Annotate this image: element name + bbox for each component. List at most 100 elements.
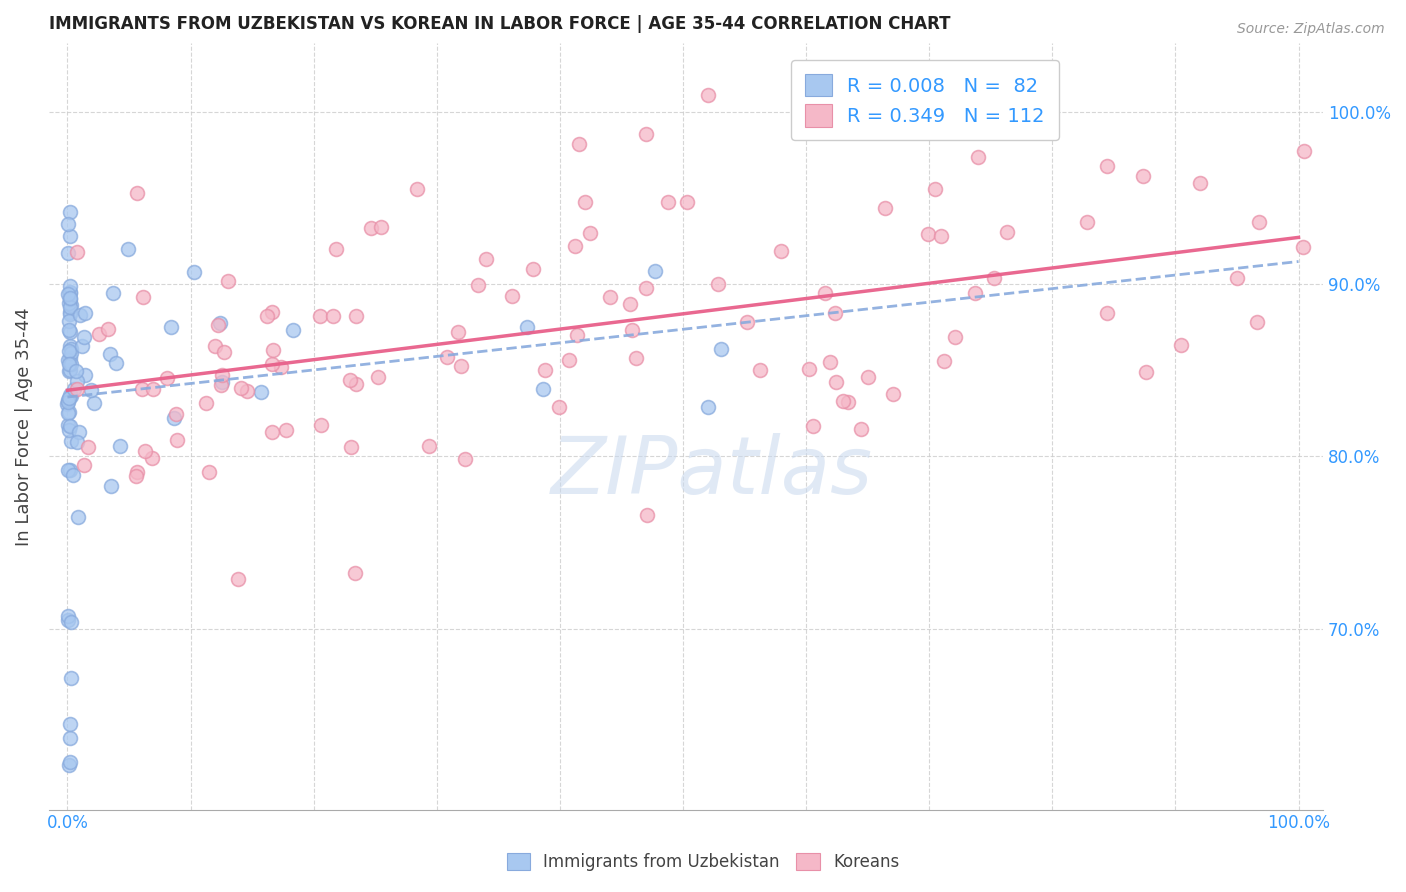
Point — [59, 462, 82, 476]
Point — [211, 368, 233, 383]
Point — [231, 381, 253, 395]
Point — [322, 309, 344, 323]
Point — [1132, 169, 1154, 184]
Point — [59, 300, 82, 314]
Point — [195, 396, 218, 410]
Point — [620, 322, 643, 336]
Point — [339, 374, 361, 388]
Point — [574, 195, 596, 210]
Point — [58, 395, 80, 409]
Point — [636, 508, 658, 523]
Point — [820, 354, 842, 368]
Point — [103, 286, 125, 301]
Text: Source: ZipAtlas.com: Source: ZipAtlas.com — [1237, 22, 1385, 37]
Point — [100, 479, 122, 493]
Point — [56, 463, 79, 477]
Point — [59, 389, 82, 403]
Point — [516, 319, 538, 334]
Point — [644, 263, 666, 277]
Point — [340, 440, 363, 454]
Point — [104, 356, 127, 370]
Point — [132, 290, 155, 304]
Point — [446, 325, 468, 339]
Point — [370, 219, 392, 234]
Point — [262, 357, 284, 371]
Point — [204, 339, 226, 353]
Point — [274, 423, 297, 437]
Point — [917, 227, 939, 242]
Point — [344, 310, 367, 324]
Point — [256, 309, 278, 323]
Point — [344, 377, 367, 392]
Point — [450, 359, 472, 374]
Point — [59, 339, 82, 353]
Point — [209, 317, 232, 331]
Point — [217, 274, 239, 288]
Point — [707, 277, 730, 291]
Point — [59, 279, 82, 293]
Point — [270, 359, 292, 374]
Point — [1095, 306, 1118, 320]
Point — [983, 271, 1005, 285]
Point — [58, 404, 80, 418]
Point — [163, 411, 186, 425]
Point — [1292, 240, 1315, 254]
Point — [769, 244, 792, 259]
Point — [1246, 315, 1268, 329]
Point — [56, 287, 79, 301]
Point — [67, 425, 90, 439]
Point — [501, 289, 523, 303]
Point — [475, 252, 498, 266]
Point — [59, 418, 82, 433]
Point — [1247, 214, 1270, 228]
Point — [59, 291, 82, 305]
Point — [929, 229, 952, 244]
Point — [56, 406, 79, 420]
Point — [453, 451, 475, 466]
Point — [125, 469, 148, 483]
Point — [522, 261, 544, 276]
Point — [226, 573, 249, 587]
Point — [67, 509, 90, 524]
Point — [262, 343, 284, 358]
Point — [156, 371, 179, 385]
Point — [87, 327, 110, 342]
Point — [634, 281, 657, 295]
Point — [77, 440, 100, 454]
Point — [749, 363, 772, 377]
Point — [531, 382, 554, 396]
Point — [134, 444, 156, 458]
Point — [710, 342, 733, 356]
Point — [56, 393, 79, 408]
Point — [56, 217, 79, 231]
Point — [1188, 176, 1211, 190]
Point — [97, 322, 120, 336]
Point — [801, 418, 824, 433]
Point — [924, 182, 946, 196]
Point — [141, 451, 163, 466]
Point — [831, 394, 853, 409]
Point — [309, 417, 332, 432]
Point — [1095, 159, 1118, 173]
Point — [58, 357, 80, 371]
Point — [59, 325, 82, 339]
Point — [59, 351, 82, 365]
Point — [125, 465, 148, 479]
Point — [59, 362, 82, 376]
Point — [83, 396, 105, 410]
Point — [59, 285, 82, 299]
Point — [260, 305, 283, 319]
Point — [80, 384, 103, 398]
Point — [58, 344, 80, 359]
Point — [209, 377, 232, 392]
Point — [166, 434, 188, 448]
Point — [1294, 144, 1316, 158]
Point — [1076, 215, 1098, 229]
Point — [59, 285, 82, 300]
Point — [696, 87, 718, 102]
Text: IMMIGRANTS FROM UZBEKISTAN VS KOREAN IN LABOR FORCE | AGE 35-44 CORRELATION CHAR: IMMIGRANTS FROM UZBEKISTAN VS KOREAN IN … — [49, 15, 950, 33]
Point — [824, 306, 846, 320]
Point — [58, 314, 80, 328]
Point — [131, 382, 153, 396]
Point — [59, 228, 82, 243]
